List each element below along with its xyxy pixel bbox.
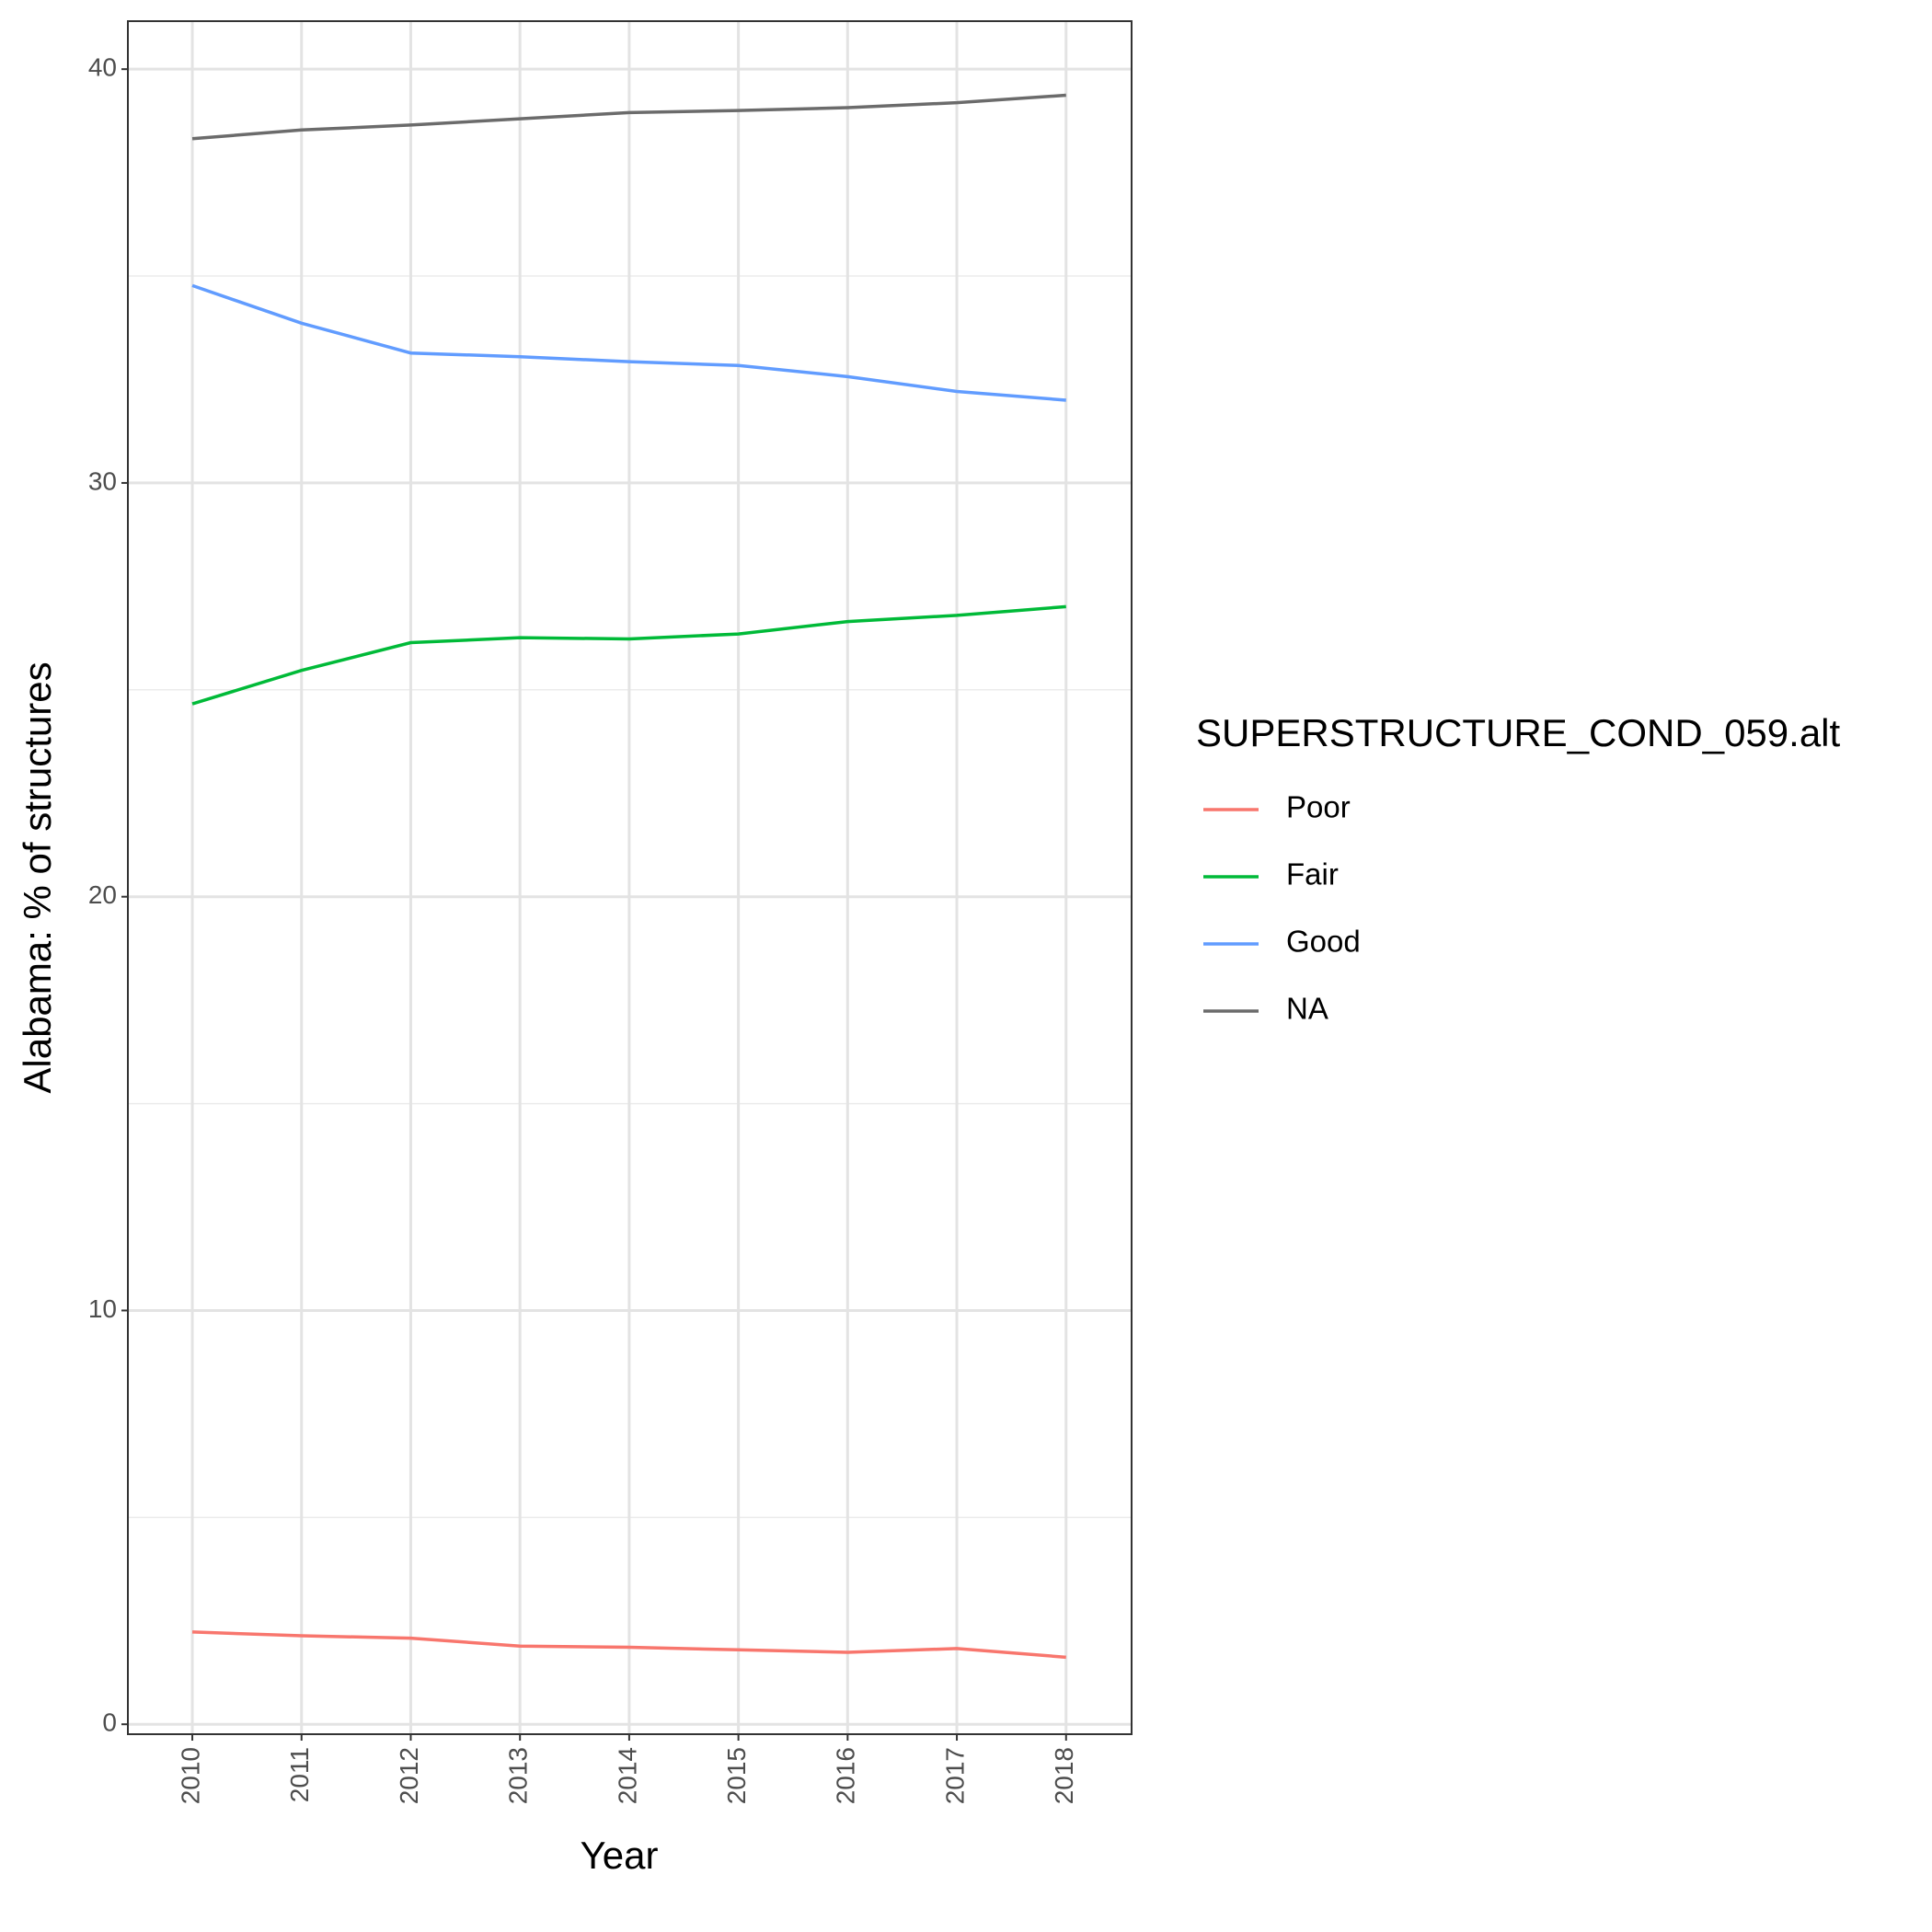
y-tick-label: 30 xyxy=(88,466,117,495)
line xyxy=(191,93,1066,141)
y-tick-label: 20 xyxy=(88,880,117,909)
legend-label: Good xyxy=(1286,925,1361,959)
y-tick-label: 40 xyxy=(88,53,117,82)
x-tick-label: 2013 xyxy=(504,1747,533,1804)
line xyxy=(191,604,1066,706)
panel-border xyxy=(127,20,1133,1735)
x-tick-label: 2014 xyxy=(613,1747,641,1804)
x-tick-label: 2017 xyxy=(940,1747,969,1804)
y-tick-label: 10 xyxy=(88,1294,117,1323)
x-tick-label: 2012 xyxy=(395,1747,423,1804)
legend-title: SUPERSTRUCTURE_COND_059.alt xyxy=(1196,711,1841,754)
x-tick-label: 2015 xyxy=(722,1747,751,1804)
y-axis-title: Alabama: % of structures xyxy=(16,661,59,1093)
legend-label: Fair xyxy=(1286,857,1339,891)
x-tick-label: 2016 xyxy=(832,1747,860,1804)
x-tick-label: 2010 xyxy=(176,1747,204,1804)
line xyxy=(191,283,1066,402)
legend-label: Poor xyxy=(1286,790,1351,824)
legend-label: NA xyxy=(1286,992,1328,1026)
x-tick-label: 2018 xyxy=(1050,1747,1078,1804)
y-tick-label: 0 xyxy=(102,1708,117,1737)
x-axis-title: Year xyxy=(581,1834,659,1877)
x-tick-label: 2011 xyxy=(285,1747,314,1802)
line xyxy=(191,1630,1066,1660)
